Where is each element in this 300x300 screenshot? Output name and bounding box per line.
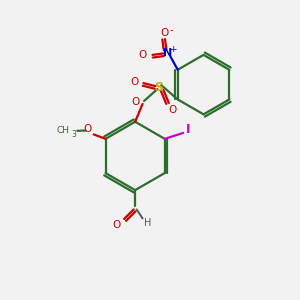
Text: 3: 3 — [72, 130, 77, 139]
Text: H: H — [144, 218, 151, 228]
Text: +: + — [169, 45, 176, 54]
Text: O: O — [131, 97, 139, 106]
Text: O: O — [139, 50, 147, 60]
Text: -: - — [169, 25, 173, 34]
Text: O: O — [130, 76, 139, 87]
Text: S: S — [154, 81, 164, 94]
Text: N: N — [163, 48, 172, 59]
Text: I: I — [186, 123, 191, 136]
Text: O: O — [84, 124, 92, 134]
Text: CH: CH — [57, 126, 70, 135]
Text: O: O — [112, 220, 121, 230]
Text: O: O — [168, 106, 176, 116]
Text: O: O — [160, 28, 169, 38]
